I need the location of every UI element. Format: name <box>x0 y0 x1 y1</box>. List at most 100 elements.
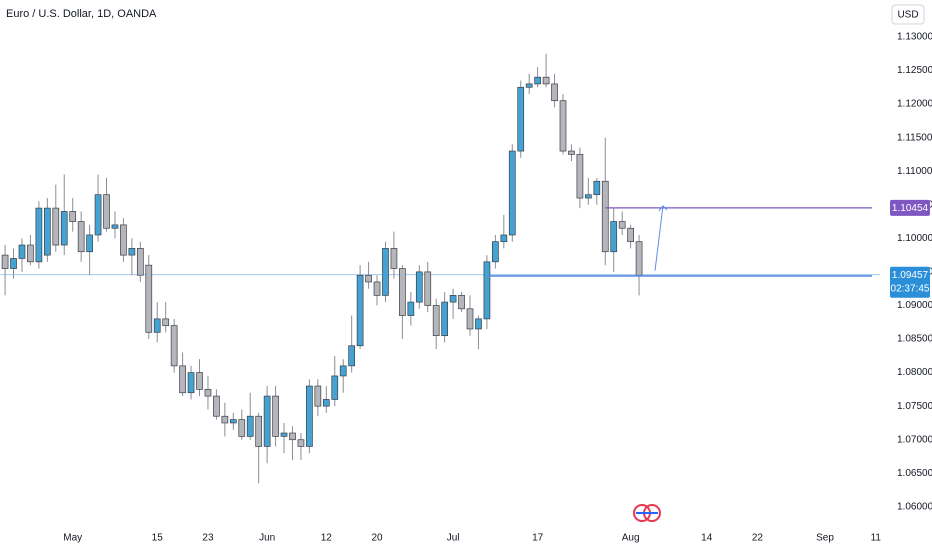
candle-body <box>280 432 288 437</box>
countdown-label: 02:37:45 <box>891 283 930 294</box>
candle-body <box>306 385 313 447</box>
candle <box>187 365 195 400</box>
y-tick-label: 1.06000 <box>897 502 932 513</box>
candle-body <box>424 271 432 306</box>
candle-body <box>136 248 144 276</box>
candle-body <box>60 211 68 246</box>
candle-body <box>551 83 558 102</box>
candle <box>314 379 322 417</box>
candle <box>280 422 288 454</box>
candle-body <box>331 375 339 400</box>
candle-body <box>255 415 263 447</box>
candle <box>373 275 381 306</box>
candle <box>517 80 525 158</box>
candle-body <box>77 221 85 253</box>
candle <box>568 144 575 162</box>
candle-body <box>432 305 440 337</box>
y-tick-label: 1.10000 <box>897 233 932 244</box>
currency-button[interactable] <box>891 4 925 25</box>
candle <box>1 245 9 296</box>
x-tick-label: 17 <box>532 533 544 544</box>
candle-body <box>162 318 170 326</box>
candle-body <box>339 365 347 377</box>
candle <box>145 255 153 340</box>
candle <box>331 355 339 407</box>
candle <box>170 318 178 373</box>
currency-label[interactable]: USD <box>897 10 918 21</box>
candle-body <box>238 419 246 437</box>
candle-body <box>297 439 305 447</box>
candle-body <box>196 372 203 390</box>
candle <box>272 386 279 447</box>
candle-body <box>221 415 229 424</box>
candle <box>255 412 263 484</box>
candle <box>60 174 68 256</box>
candle <box>542 53 550 88</box>
candle-body <box>373 281 381 296</box>
candle <box>10 248 17 279</box>
candle-body <box>103 194 110 229</box>
candle <box>449 288 457 319</box>
candle <box>322 386 330 413</box>
candle <box>103 177 110 232</box>
last-price-box <box>890 266 930 298</box>
x-tick-label: 20 <box>371 533 383 544</box>
candle-body <box>483 261 491 320</box>
candle-body <box>449 295 457 303</box>
y-tick-label: 1.11500 <box>897 132 932 143</box>
x-tick-label: Aug <box>622 533 640 544</box>
logo <box>633 504 661 522</box>
candle-body <box>517 86 525 152</box>
y-tick-label: 1.12000 <box>897 99 932 110</box>
candle-body <box>534 76 541 85</box>
candle <box>424 261 432 313</box>
candle <box>339 359 347 393</box>
candle-body <box>466 308 474 330</box>
candle <box>618 211 626 235</box>
candle-body <box>272 395 279 437</box>
candle-body <box>128 248 136 256</box>
candle-body <box>601 180 609 253</box>
candle <box>415 265 423 309</box>
x-tick-label: 14 <box>701 533 713 544</box>
candle-body <box>10 258 17 269</box>
x-tick-label: 11 <box>871 533 882 544</box>
candle-body <box>348 345 356 367</box>
candle <box>213 389 220 420</box>
y-tick-label: 1.11000 <box>897 166 932 177</box>
candle <box>35 201 43 269</box>
candle-body <box>458 295 465 310</box>
y-tick-label: 1.12500 <box>897 65 932 76</box>
candle <box>238 409 246 440</box>
candle-body <box>18 244 26 259</box>
candle <box>407 292 415 326</box>
candle-body <box>120 224 127 256</box>
candle-body <box>52 207 60 246</box>
candle-body <box>559 100 567 152</box>
candle-body <box>314 385 322 407</box>
x-tick-label: Jul <box>447 533 460 544</box>
candle <box>458 292 465 313</box>
candle-body <box>618 221 626 229</box>
candle-body <box>382 248 389 296</box>
candle-body <box>356 274 364 347</box>
candle-body <box>508 150 516 236</box>
candle-body <box>415 271 423 303</box>
candle-body <box>627 227 634 243</box>
candle-body <box>246 415 254 437</box>
candle-body <box>407 301 415 316</box>
candle <box>593 177 601 205</box>
candle <box>86 224 93 276</box>
candle-body <box>542 76 550 85</box>
candle <box>492 234 499 269</box>
x-tick-label: Jun <box>259 533 275 544</box>
candle-body <box>289 432 296 441</box>
candle <box>77 211 85 262</box>
x-tick-label: 22 <box>752 533 764 544</box>
chart-title: Euro / U.S. Dollar, 1D, OANDA <box>6 8 157 20</box>
candle <box>43 198 51 262</box>
candle-body <box>576 154 584 199</box>
candle <box>246 392 254 440</box>
